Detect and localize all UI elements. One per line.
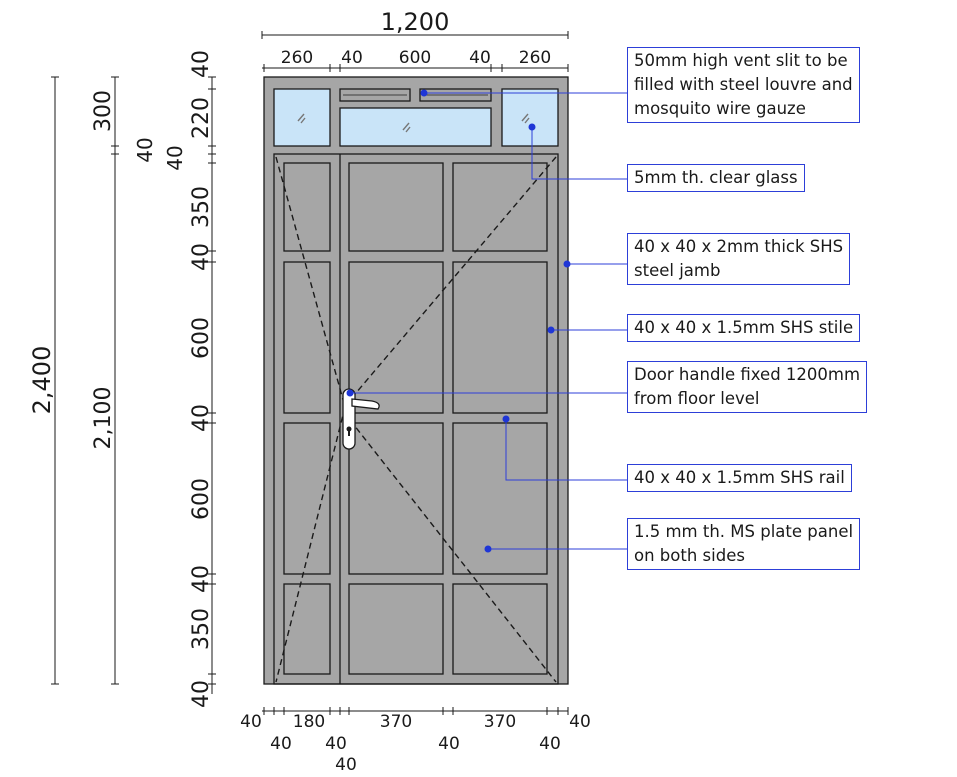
plate-panel	[348, 261, 444, 414]
leader-dot	[528, 123, 536, 131]
door-frame	[263, 76, 569, 685]
plate-panel	[283, 261, 331, 414]
note-line: 5mm th. clear glass	[634, 168, 798, 187]
note-plate-panel: 1.5 mm th. MS plate panel on both sides	[627, 518, 861, 570]
note-clear-glass: 5mm th. clear glass	[627, 164, 805, 192]
glass-lite-right	[501, 88, 559, 147]
dim-top: 40	[341, 48, 363, 68]
dim-top: 260	[519, 48, 551, 68]
dim-top: 40	[469, 48, 491, 68]
note-line: 40 x 40 x 2mm thick SHS	[634, 237, 844, 256]
note-line: 50mm high vent slit to be	[634, 51, 848, 70]
dim-bottom: 40	[539, 734, 561, 754]
annotation-leaders	[350, 92, 627, 550]
dim-bottom: 370	[484, 712, 516, 732]
annotation-dots	[346, 89, 571, 553]
dim-bottom: 40	[569, 712, 591, 732]
dim-left-inner: 40	[189, 565, 214, 593]
note-line: from floor level	[634, 389, 760, 408]
dim-left-inner: 40	[189, 50, 214, 78]
note-line: on both sides	[634, 546, 745, 565]
plate-panel	[348, 162, 444, 252]
dim-bottom: 40	[335, 755, 357, 775]
note-steel-jamb: 40 x 40 x 2mm thick SHS steel jamb	[627, 233, 851, 285]
dim-left-inner: 40	[163, 145, 187, 170]
dim-left-middle: 2,100	[91, 387, 116, 450]
dim-overall-width: 1,200	[381, 8, 450, 36]
dim-left-inner: 350	[189, 186, 214, 228]
keyhole-icon	[346, 426, 352, 436]
note-line: filled with steel louvre and	[634, 75, 853, 94]
note-line: mosquito wire gauze	[634, 99, 806, 118]
dim-top: 260	[281, 48, 313, 68]
dim-left-inner: 600	[189, 317, 214, 359]
door-swing-lines	[275, 156, 557, 683]
leader-dot	[563, 260, 571, 268]
note-line: 40 x 40 x 1.5mm SHS rail	[634, 468, 845, 487]
door-leaf-outline	[273, 153, 559, 685]
dim-bottom: 40	[325, 734, 347, 754]
plate-panel	[452, 162, 548, 252]
note-line: Door handle fixed 1200mm	[634, 365, 861, 384]
dim-bottom: 370	[380, 712, 412, 732]
note-stile: 40 x 40 x 1.5mm SHS stile	[627, 314, 861, 342]
plate-panel	[283, 583, 331, 675]
note-vent-slit: 50mm high vent slit to be filled with st…	[627, 47, 860, 123]
dim-left-inner: 40	[189, 243, 214, 271]
dimension-labels: 1,200 260 40 600 40 260 2,400 300 40 2,1…	[28, 8, 591, 775]
leader-dot	[346, 389, 354, 397]
plate-panel	[283, 162, 331, 252]
dimension-lines	[51, 31, 569, 715]
note-line: steel jamb	[634, 261, 721, 280]
dim-bottom: 40	[270, 734, 292, 754]
plate-panel	[348, 422, 444, 575]
leader-dot	[502, 415, 510, 423]
dim-overall-height: 2,400	[28, 346, 56, 415]
plate-panel	[452, 422, 548, 575]
glass-reflection-marks	[297, 113, 530, 133]
plate-panel	[348, 583, 444, 675]
note-rail: 40 x 40 x 1.5mm SHS rail	[627, 464, 852, 492]
plate-panel	[452, 261, 548, 414]
note-door-handle: Door handle fixed 1200mm from floor leve…	[627, 361, 868, 413]
dim-top: 600	[399, 48, 431, 68]
glass-lite-left	[273, 88, 331, 147]
dim-left-inner: 220	[189, 97, 214, 139]
glass-lite-center	[339, 107, 492, 147]
plate-panel	[452, 583, 548, 675]
dim-bottom: 40	[240, 712, 262, 732]
dim-bottom: 40	[438, 734, 460, 754]
dim-left-inner: 350	[189, 608, 214, 650]
note-line: 1.5 mm th. MS plate panel	[634, 522, 854, 541]
leader-dot	[420, 89, 428, 97]
leader-dot	[547, 326, 555, 334]
plate-panel	[283, 422, 331, 575]
dim-bottom: 180	[293, 712, 325, 732]
dim-left-inner: 40	[189, 680, 214, 708]
note-line: 40 x 40 x 1.5mm SHS stile	[634, 318, 854, 337]
leader-dot	[484, 545, 492, 553]
door-handle-icon	[342, 388, 380, 450]
dim-left-middle: 300	[91, 90, 116, 132]
dim-left-inner: 600	[189, 478, 214, 520]
dim-left-middle: 40	[133, 137, 157, 162]
dim-left-inner: 40	[189, 404, 214, 432]
